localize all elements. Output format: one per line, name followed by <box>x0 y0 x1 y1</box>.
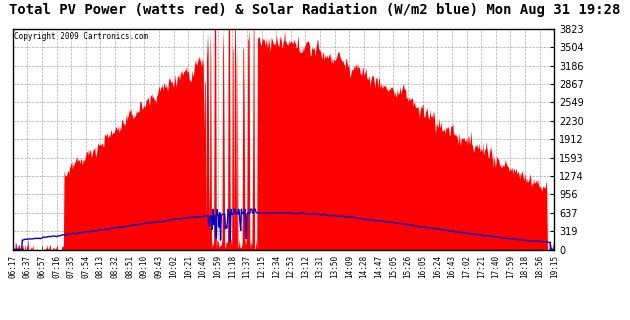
Text: Copyright 2009 Cartronics.com: Copyright 2009 Cartronics.com <box>14 32 148 41</box>
Text: Total PV Power (watts red) & Solar Radiation (W/m2 blue) Mon Aug 31 19:28: Total PV Power (watts red) & Solar Radia… <box>9 3 621 17</box>
